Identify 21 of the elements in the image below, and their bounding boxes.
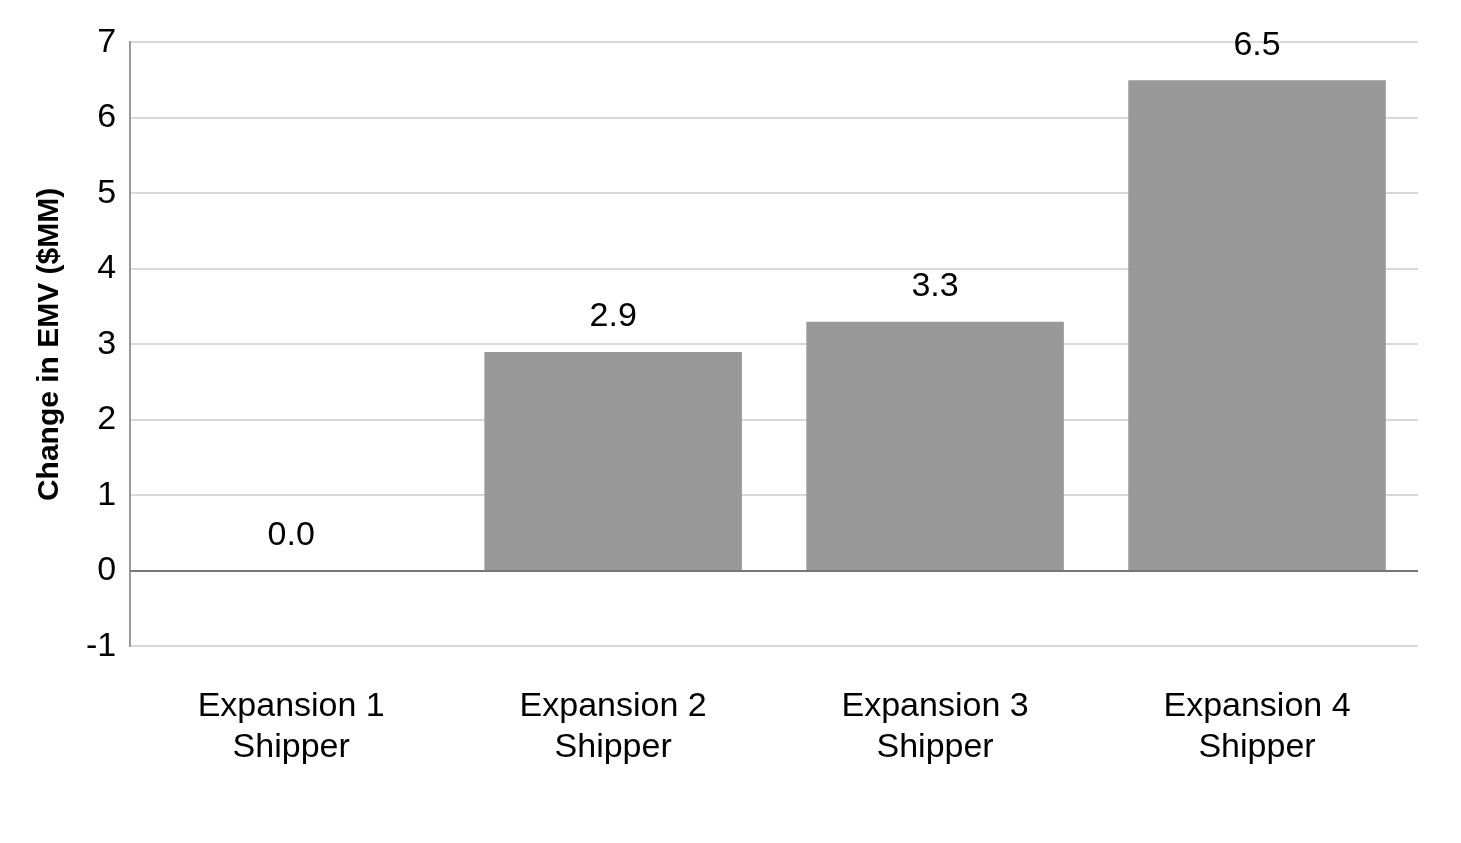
x-tick-label: Expansion 2 Shipper (519, 685, 707, 764)
y-tick-label: 0 (97, 549, 117, 588)
y-tick-label: 5 (97, 171, 117, 210)
y-tick-label: 2 (97, 398, 117, 437)
y-axis-title: Change in EMV ($MM) (31, 187, 65, 502)
data-label: 0.0 (267, 514, 315, 553)
y-tick-label: 3 (97, 322, 117, 361)
y-tick-label: 6 (97, 96, 117, 135)
x-tick-label: Expansion 3 Shipper (841, 685, 1029, 764)
data-label: 2.9 (589, 295, 637, 334)
data-label: 3.3 (911, 265, 959, 304)
y-tick-label: 4 (97, 247, 117, 286)
y-tick-label: 7 (97, 20, 117, 59)
bar (1128, 80, 1386, 570)
bar (806, 321, 1064, 570)
y-tick-label: 1 (97, 473, 117, 512)
data-label: 6.5 (1233, 23, 1281, 62)
x-tick-label: Expansion 4 Shipper (1163, 685, 1351, 764)
x-tick-label: Expansion 1 Shipper (197, 685, 385, 764)
y-tick-label: -1 (86, 624, 117, 663)
bar (484, 351, 742, 570)
